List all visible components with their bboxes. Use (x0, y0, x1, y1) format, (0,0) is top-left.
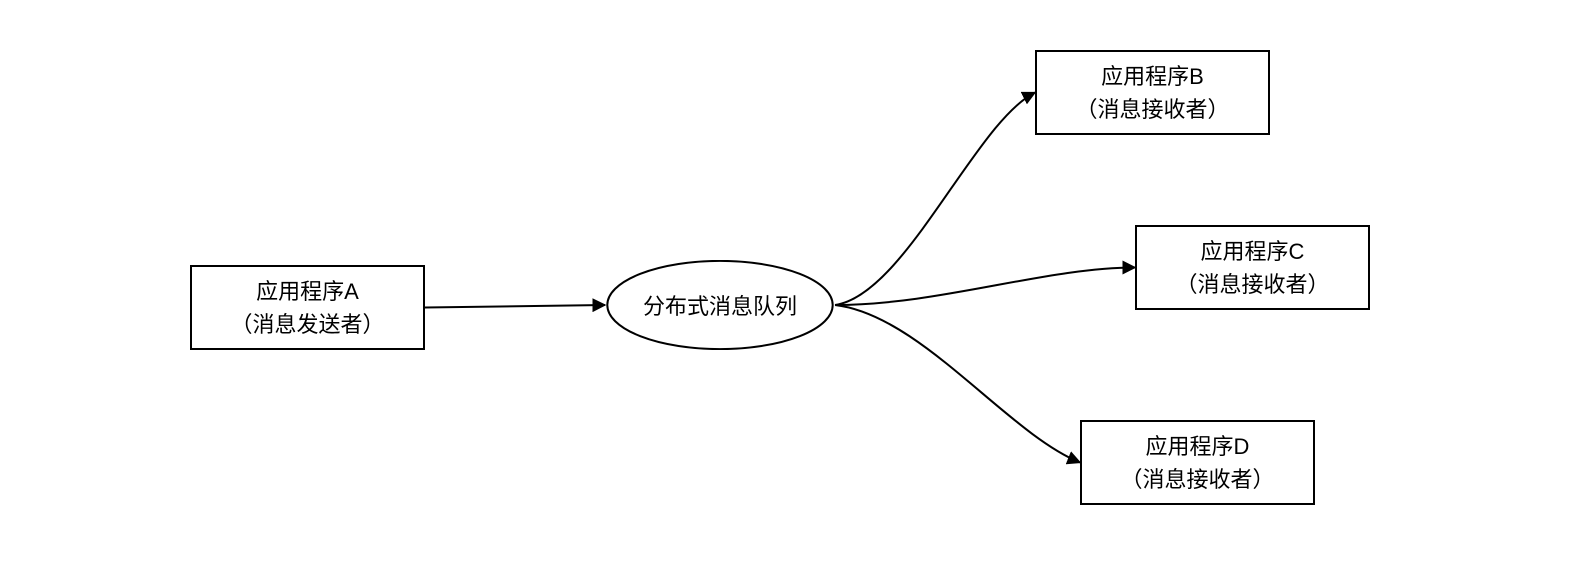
node-app-a-title: 应用程序A (256, 275, 359, 308)
node-app-d: 应用程序D （消息接收者） (1080, 420, 1315, 505)
edge-queue-to-appB (835, 93, 1035, 306)
node-app-a: 应用程序A （消息发送者） (190, 265, 425, 350)
node-app-a-subtitle: （消息发送者） (230, 308, 384, 341)
node-app-b-subtitle: （消息接收者） (1075, 93, 1229, 126)
node-app-d-title: 应用程序D (1146, 430, 1250, 463)
node-app-c-subtitle: （消息接收者） (1175, 268, 1329, 301)
node-queue-label: 分布式消息队列 (643, 289, 797, 321)
node-app-b: 应用程序B （消息接收者） (1035, 50, 1270, 135)
node-app-c-title: 应用程序C (1201, 235, 1305, 268)
node-app-b-title: 应用程序B (1101, 60, 1204, 93)
node-app-d-subtitle: （消息接收者） (1120, 463, 1274, 496)
edge-queue-to-appD (835, 305, 1080, 463)
node-queue: 分布式消息队列 (605, 260, 835, 350)
node-app-c: 应用程序C （消息接收者） (1135, 225, 1370, 310)
edge-queue-to-appC (835, 268, 1135, 306)
edge-appA-to-queue (425, 305, 605, 308)
